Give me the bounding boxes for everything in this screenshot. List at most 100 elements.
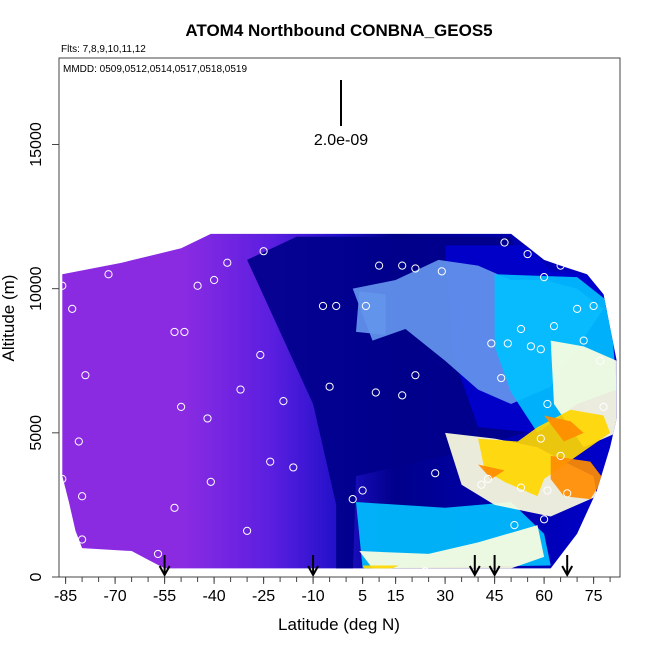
sample-point (78, 535, 87, 544)
x-tick-label: -70 (104, 588, 127, 605)
sample-point (510, 521, 519, 530)
sample-point (477, 480, 486, 489)
sample-point (318, 301, 328, 311)
y-tick-label: 15000 (28, 122, 45, 167)
y-tick-label: 10000 (28, 266, 45, 311)
sample-points (58, 238, 608, 582)
x-tick-label: -85 (54, 588, 77, 605)
heatmap-region-light_blue (356, 291, 386, 335)
arrow-marker (468, 555, 481, 578)
x-tick-label: -10 (302, 588, 325, 605)
sample-point (223, 258, 232, 267)
arrow-marker (561, 555, 574, 578)
sample-point (351, 570, 361, 579)
sample-point (332, 301, 341, 311)
sample-point (236, 385, 245, 394)
y-axis: 0 5000 10000 15000 (28, 122, 59, 581)
x-axis: -85 -70 -55 -40 -25 -10 5 15 30 45 60 75 (54, 577, 611, 605)
sample-point (483, 474, 493, 484)
heatmap-regions (247, 236, 617, 569)
x-tick-label: 30 (436, 588, 454, 605)
x-tick-label: 75 (585, 588, 603, 605)
sample-point (487, 339, 496, 348)
heatmap-region-orange (544, 415, 584, 442)
heatmap-region-yellow (362, 565, 399, 569)
sample-point (503, 339, 512, 348)
sample-point (375, 261, 384, 270)
sample-point (437, 267, 446, 276)
sample-point (573, 304, 582, 313)
sample-point (68, 304, 77, 313)
sample-point (579, 336, 588, 345)
sample-point (526, 342, 536, 351)
sample-point (193, 281, 202, 290)
sample-point (398, 391, 407, 400)
sample-point (556, 451, 565, 460)
sample-point (243, 526, 252, 535)
sample-point (421, 567, 430, 576)
sample-point (556, 261, 565, 270)
sample-point (104, 270, 113, 279)
sample-point (219, 570, 229, 579)
sample-point (431, 469, 440, 478)
sample-point (500, 238, 509, 247)
x-tick-label: 45 (486, 588, 504, 605)
arrow-marker (488, 555, 501, 578)
sample-point (180, 327, 189, 337)
x-tick-label: 5 (358, 588, 367, 605)
sample-point (361, 301, 370, 311)
heatmap-region-orange (478, 464, 505, 479)
heatmap-region-orange (550, 455, 604, 500)
sample-point (81, 371, 90, 380)
sample-point (543, 399, 552, 409)
sample-point (167, 570, 176, 579)
sample-point (563, 489, 572, 498)
sample-point (398, 261, 407, 270)
sample-point (170, 327, 179, 337)
dates-label: MMDD: 0509,0512,0514,0517,0518,0519 (63, 64, 247, 75)
y-axis-label: Altitude (m) (0, 275, 18, 362)
sample-point (206, 477, 215, 486)
sample-point (371, 388, 380, 397)
sample-point (279, 397, 288, 406)
y-tick-label: 0 (28, 572, 45, 581)
sample-point (599, 402, 608, 411)
sample-point (256, 350, 265, 360)
sample-point (536, 434, 545, 443)
sample-point (540, 515, 549, 524)
sample-point (170, 503, 179, 512)
sample-point (177, 402, 186, 411)
x-tick-label: -40 (203, 588, 226, 605)
sample-point (348, 495, 357, 504)
sample-point (74, 437, 83, 446)
sample-point (411, 264, 420, 273)
sample-point (266, 457, 275, 466)
sample-point (497, 373, 506, 383)
sample-point (543, 486, 552, 495)
sample-point (78, 492, 87, 501)
sample-point (523, 249, 532, 259)
sample-point (289, 463, 298, 472)
arrow-marker (307, 555, 319, 578)
flight-arrows (158, 555, 574, 578)
sample-point (358, 486, 367, 495)
sample-point (259, 247, 268, 256)
sample-point (210, 275, 219, 285)
sample-point (516, 324, 526, 334)
sample-point (536, 345, 545, 354)
sample-point (540, 273, 549, 282)
flights-label: Flts: 7,8,9,10,11,12 (61, 44, 146, 55)
scale-label: 2.0e-09 (314, 132, 368, 149)
sample-point (203, 414, 212, 423)
sample-point (549, 322, 559, 331)
sample-point (582, 258, 592, 267)
sample-point (516, 483, 526, 492)
x-tick-label: 15 (387, 588, 405, 605)
x-tick-label: -55 (153, 588, 176, 605)
sample-point (589, 301, 598, 311)
heatmap-region-white (359, 525, 545, 569)
x-axis-label: Latitude (deg N) (278, 615, 400, 634)
chart-title: ATOM4 Northbound CONBNA_GEOS5 (185, 21, 492, 40)
plot-frame (58, 57, 621, 578)
